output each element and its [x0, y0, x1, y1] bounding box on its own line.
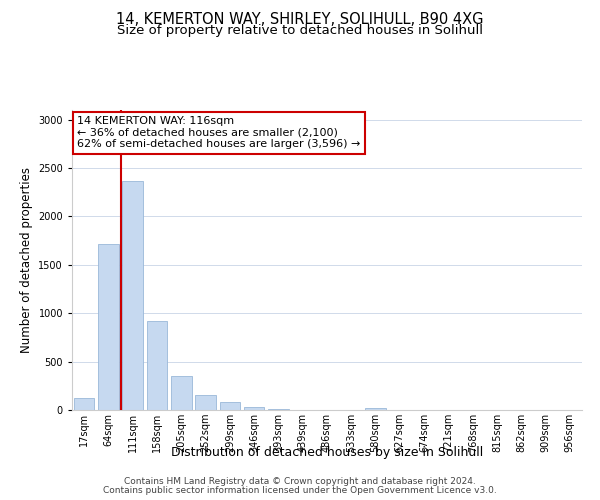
Bar — [146, 321, 167, 410]
Text: Contains public sector information licensed under the Open Government Licence v3: Contains public sector information licen… — [103, 486, 497, 495]
Bar — [171, 376, 191, 410]
Bar — [268, 408, 289, 410]
Text: 14, KEMERTON WAY, SHIRLEY, SOLIHULL, B90 4XG: 14, KEMERTON WAY, SHIRLEY, SOLIHULL, B90… — [116, 12, 484, 28]
Bar — [195, 395, 216, 410]
Y-axis label: Number of detached properties: Number of detached properties — [20, 167, 32, 353]
Text: Contains HM Land Registry data © Crown copyright and database right 2024.: Contains HM Land Registry data © Crown c… — [124, 477, 476, 486]
Text: Size of property relative to detached houses in Solihull: Size of property relative to detached ho… — [117, 24, 483, 37]
Bar — [244, 407, 265, 410]
Bar — [74, 398, 94, 410]
Bar — [220, 402, 240, 410]
Bar — [365, 408, 386, 410]
Text: Distribution of detached houses by size in Solihull: Distribution of detached houses by size … — [171, 446, 483, 459]
Bar — [98, 244, 119, 410]
Text: 14 KEMERTON WAY: 116sqm
← 36% of detached houses are smaller (2,100)
62% of semi: 14 KEMERTON WAY: 116sqm ← 36% of detache… — [77, 116, 361, 149]
Bar — [122, 180, 143, 410]
